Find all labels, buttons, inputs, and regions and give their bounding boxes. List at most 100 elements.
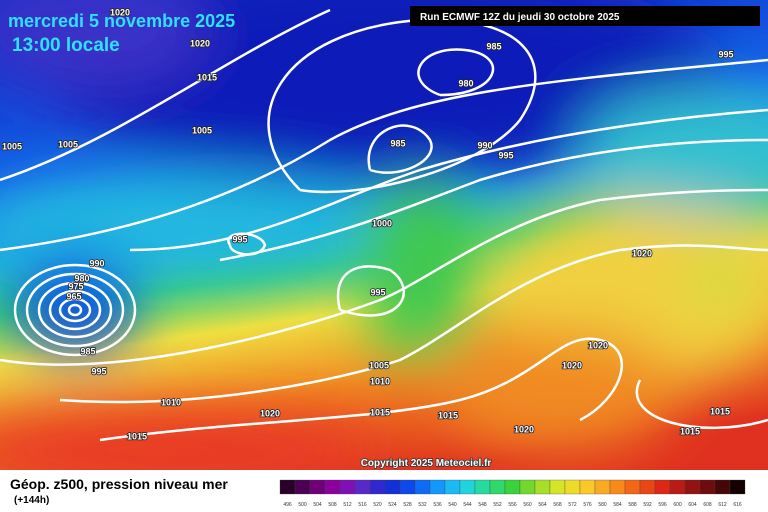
isobar-label: 965	[66, 291, 81, 301]
legend-swatch	[519, 479, 536, 495]
legend-swatch	[339, 479, 356, 495]
isobar-label: 1015	[438, 410, 458, 420]
legend-label: 596	[658, 502, 667, 508]
legend-swatch	[279, 479, 296, 495]
legend-swatch	[489, 479, 506, 495]
isobar-label: 1020	[632, 248, 652, 258]
legend-swatch	[699, 479, 716, 495]
isobar-label: 1015	[197, 72, 217, 82]
legend-label: 536	[433, 502, 442, 508]
legend-label: 504	[313, 502, 322, 508]
legend-label: 564	[538, 502, 547, 508]
isobar-label: 1020	[514, 424, 534, 434]
legend-swatch	[354, 479, 371, 495]
legend-swatch	[624, 479, 641, 495]
time: 13:00 locale	[12, 35, 120, 56]
legend-label: 528	[403, 502, 412, 508]
legend-label: 520	[373, 502, 382, 508]
legend-label: 548	[478, 502, 487, 508]
isobar-label: 985	[390, 138, 405, 148]
legend-swatch	[474, 479, 491, 495]
isobar-label: 1010	[161, 397, 181, 407]
legend-swatch	[324, 479, 341, 495]
legend-label: 612	[718, 502, 727, 508]
run-box	[410, 6, 760, 26]
isobar-label: 1005	[58, 139, 78, 149]
legend-swatch	[684, 479, 701, 495]
isobar-label: 985	[80, 346, 95, 356]
legend-swatch	[504, 479, 521, 495]
legend-label: 540	[448, 502, 457, 508]
legend-swatch	[459, 479, 476, 495]
legend-swatch	[294, 479, 311, 495]
isobar-label: 980	[74, 273, 89, 283]
legend-label: 560	[523, 502, 532, 508]
isobar-label: 995	[718, 49, 733, 59]
legend-label: 500	[298, 502, 307, 508]
isobar-label: 1015	[710, 406, 730, 416]
isobar-label: 1020	[588, 340, 608, 350]
legend-label: 576	[583, 502, 592, 508]
lead-time: (+144h)	[14, 495, 49, 506]
isobar-label: 1015	[370, 407, 390, 417]
copyright: Copyright 2025 Meteociel.fr	[361, 458, 492, 469]
isobar-label: 1015	[127, 431, 147, 441]
legend-swatch	[384, 479, 401, 495]
isobar-label: 995	[232, 234, 247, 244]
legend-label: 508	[328, 502, 337, 508]
legend-swatch	[729, 479, 746, 495]
legend-swatch	[669, 479, 686, 495]
legend-swatch	[549, 479, 566, 495]
legend-label: 580	[598, 502, 607, 508]
isobar-label: 1020	[562, 360, 582, 370]
legend-swatch	[309, 479, 326, 495]
legend-label: 592	[643, 502, 652, 508]
legend-label: 608	[703, 502, 712, 508]
isobar-label: 1015	[680, 426, 700, 436]
isobar-label: 1005	[369, 360, 389, 370]
isobar-label: 995	[91, 366, 106, 376]
legend-label: 568	[553, 502, 562, 508]
legend-label: 556	[508, 502, 517, 508]
legend-label: 552	[493, 502, 502, 508]
isobar-label: 990	[477, 140, 492, 150]
legend-swatch	[654, 479, 671, 495]
isobar-label: 995	[498, 150, 513, 160]
legend-label: 544	[463, 502, 472, 508]
isobar-label: 1000	[372, 218, 392, 228]
isobar-label: 1010	[370, 376, 390, 386]
legend-swatch	[594, 479, 611, 495]
date: mercredi 5 novembre 2025	[8, 11, 235, 31]
legend-swatch	[429, 479, 446, 495]
legend-label: 604	[688, 502, 697, 508]
legend-label: 616	[733, 502, 742, 508]
isobar-label: 1020	[110, 7, 130, 17]
legend-label: 584	[613, 502, 622, 508]
legend: 496 500 504 508 512 516 520 524 528 532 536 540 544 5…	[279, 479, 746, 508]
isobar-label: 975	[68, 281, 83, 291]
legend-swatch	[609, 479, 626, 495]
legend-swatch	[414, 479, 431, 495]
legend-label: 496	[283, 502, 292, 508]
legend-label: 572	[568, 502, 577, 508]
isobar-label: 1020	[260, 408, 280, 418]
isobar-label: 985	[486, 41, 501, 51]
legend-swatch	[564, 479, 581, 495]
legend-swatch	[714, 479, 731, 495]
isobar-label: 980	[458, 78, 473, 88]
legend-swatch	[534, 479, 551, 495]
legend-swatch	[369, 479, 386, 495]
run-info: Run ECMWF 12Z du jeudi 30 octobre 2025	[420, 12, 620, 23]
isobar-label: 1020	[190, 38, 210, 48]
legend-label: 516	[358, 502, 367, 508]
legend-swatch	[579, 479, 596, 495]
isobar-label: 1005	[192, 125, 212, 135]
isobar-label: 1005	[2, 141, 22, 151]
legend-label: 524	[388, 502, 397, 508]
legend-label: 532	[418, 502, 427, 508]
legend-label: 588	[628, 502, 637, 508]
legend-label: 600	[673, 502, 682, 508]
isobar-label: 990	[89, 258, 104, 268]
